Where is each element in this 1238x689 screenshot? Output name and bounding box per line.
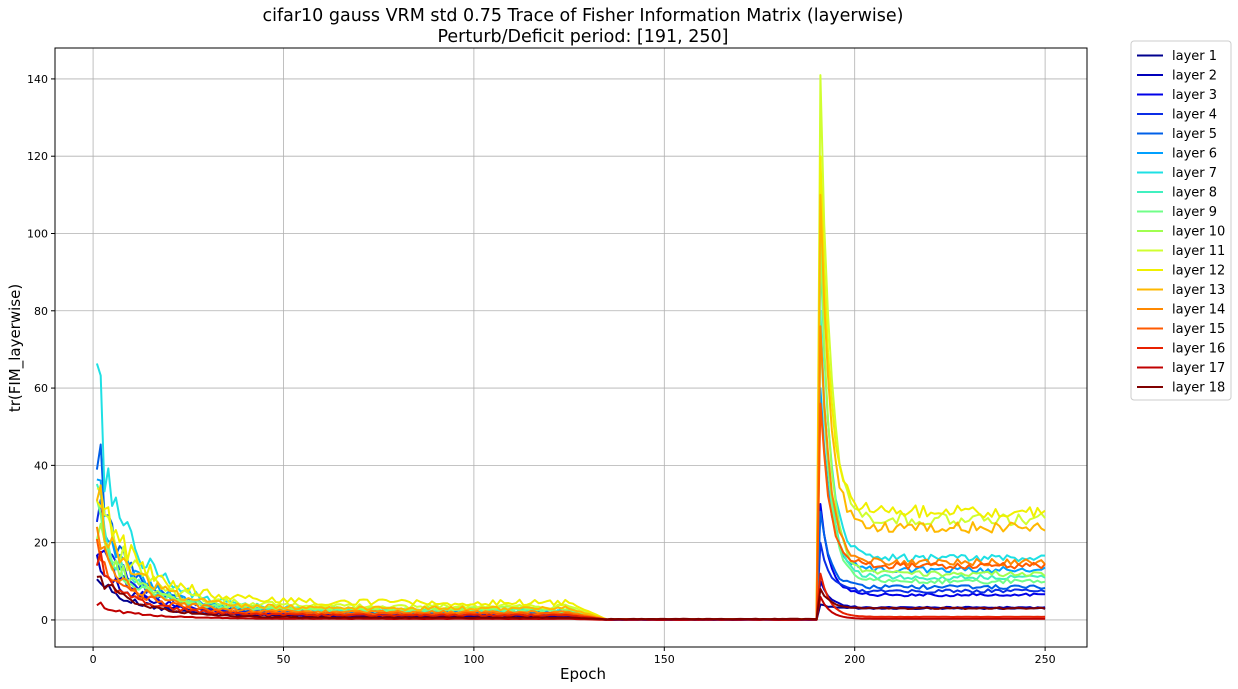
- y-tick-label: 120: [27, 150, 48, 163]
- y-tick-label: 0: [41, 614, 48, 627]
- legend-label: layer 4: [1172, 108, 1217, 123]
- legend-label: layer 9: [1172, 205, 1217, 220]
- legend-label: layer 2: [1172, 69, 1217, 84]
- y-tick-label: 100: [27, 227, 48, 240]
- legend-label: layer 14: [1172, 303, 1225, 318]
- plot-frame: [54, 47, 1088, 648]
- series-lines: [95, 74, 1046, 621]
- series-line: [96, 387, 1046, 621]
- y-tick-label: 80: [34, 305, 48, 318]
- series-line: [95, 329, 1046, 621]
- series-line: [96, 595, 1046, 621]
- x-tick-label: 0: [90, 653, 97, 666]
- legend-label: layer 7: [1172, 166, 1217, 181]
- x-tick-label: 250: [1035, 653, 1056, 666]
- grid: [55, 48, 1087, 647]
- legend-label: layer 10: [1172, 225, 1225, 240]
- y-axis-label: tr(FIM_layerwise): [6, 284, 25, 412]
- legend-box: [1130, 40, 1232, 401]
- series-line: [96, 74, 1046, 621]
- legend-label: layer 17: [1172, 361, 1225, 376]
- legend-label: layer 15: [1172, 322, 1225, 337]
- legend-label: layer 6: [1172, 147, 1217, 162]
- chart-subtitle: Perturb/Deficit period: [191, 250]: [437, 27, 728, 47]
- y-tick-label: 40: [34, 459, 48, 472]
- legend-label: layer 3: [1172, 88, 1217, 103]
- series-line: [95, 402, 1046, 621]
- series-line: [95, 325, 1046, 621]
- legend-label: layer 1: [1172, 49, 1217, 64]
- series-line: [95, 498, 1046, 621]
- y-tick-label: 20: [34, 537, 48, 550]
- x-tick-label: 200: [844, 653, 865, 666]
- legend-label: layer 16: [1172, 342, 1225, 357]
- legend-label: layer 8: [1172, 186, 1217, 201]
- legend-label: layer 11: [1172, 244, 1225, 259]
- x-tick-label: 150: [654, 653, 675, 666]
- x-tick-label: 100: [463, 653, 484, 666]
- axis-ticks: 0 50 100 150 200 250 0 20 40 60 80 100 120 140: [27, 73, 1056, 666]
- series-line: [96, 575, 1046, 621]
- series-line: [96, 155, 1046, 621]
- legend: layer 1 layer 2 layer 3 layer 4 layer 5 layer…: [1130, 40, 1232, 401]
- chart-title: cifar10 gauss VRM std 0.75 Trace of Fish…: [262, 6, 903, 26]
- y-tick-label: 60: [34, 382, 48, 395]
- series-line: [95, 193, 1046, 621]
- legend-label: layer 18: [1172, 381, 1225, 396]
- series-line: [95, 443, 1046, 621]
- y-tick-label: 140: [27, 73, 48, 86]
- series-line: [95, 550, 1046, 621]
- legend-label: layer 13: [1172, 283, 1225, 298]
- x-axis-label: Epoch: [560, 665, 606, 683]
- legend-label: layer 5: [1172, 127, 1217, 142]
- legend-label: layer 12: [1172, 264, 1225, 279]
- x-tick-label: 50: [276, 653, 290, 666]
